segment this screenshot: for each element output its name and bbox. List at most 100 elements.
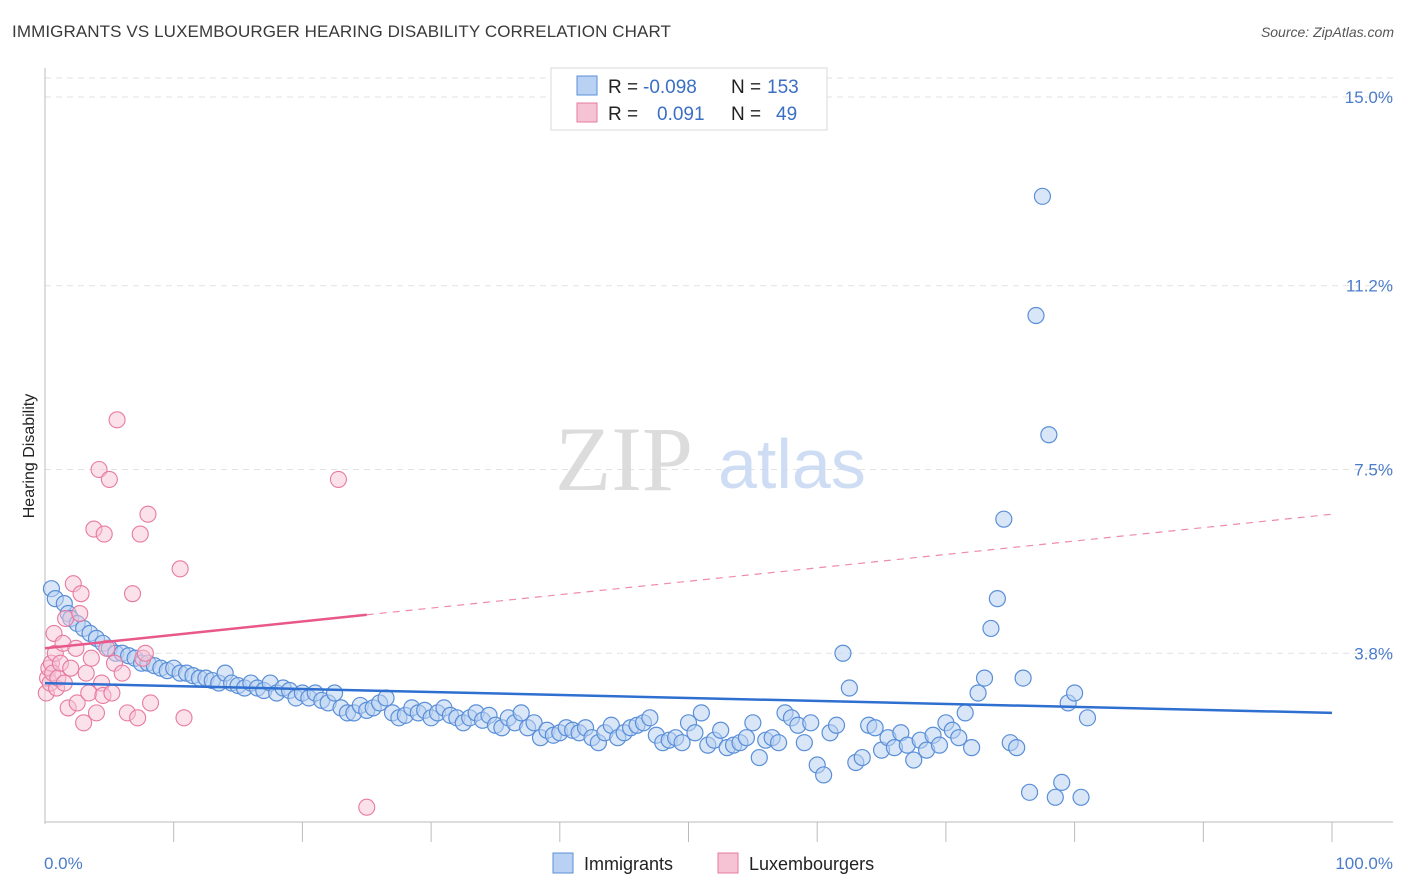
- immigrants-point-119: [802, 714, 820, 732]
- immigrants-point-125: [840, 679, 858, 697]
- luxembourgers-point-40: [131, 525, 149, 543]
- immigrants-point-149: [995, 510, 1013, 528]
- immigrants-point-127: [853, 748, 871, 767]
- immigrants-point-45: [325, 684, 344, 702]
- legend-n-value-1: 153: [767, 77, 799, 98]
- immigrants-point-162: [1078, 709, 1097, 727]
- immigrants-point-76: [525, 714, 543, 732]
- luxembourgers-point-27: [90, 460, 108, 479]
- legend-r-value-2: 0.091: [657, 104, 705, 125]
- immigrants-point-158: [1053, 773, 1071, 792]
- luxembourgers-point-42: [136, 644, 154, 662]
- legend-n-label-1: N =: [731, 77, 761, 98]
- immigrants-point-129: [866, 719, 884, 737]
- grid-lines: [45, 77, 1393, 654]
- immigrants-point-118: [795, 734, 813, 752]
- luxembourgers-point-43: [139, 505, 157, 523]
- luxembourgers-point-17: [67, 639, 85, 657]
- immigrants-point-147: [982, 619, 1000, 638]
- luxembourgers-point-45: [171, 560, 189, 578]
- legend-swatch-immigrants: [576, 75, 598, 96]
- luxembourgers-trend-line-solid: [44, 613, 367, 650]
- luxembourgers-point-31: [98, 639, 116, 657]
- watermark-zip: ZIP: [555, 408, 693, 510]
- immigrants-point-148: [988, 590, 1006, 608]
- luxembourgers-point-38: [123, 585, 142, 603]
- trend-lines: [44, 513, 1333, 715]
- luxembourgers-points: [37, 411, 376, 816]
- immigrants-point-105: [712, 721, 730, 739]
- immigrants-point-145: [969, 684, 987, 702]
- luxembourgers-point-26: [87, 704, 106, 722]
- immigrants-point-74: [512, 704, 530, 722]
- luxembourgers-point-35: [108, 411, 126, 429]
- luxembourgers-point-20: [72, 585, 90, 603]
- immigrants-point-101: [686, 724, 704, 742]
- immigrants-point-156: [1040, 426, 1058, 444]
- immigrants-point-109: [737, 729, 756, 747]
- luxembourgers-point-22: [77, 664, 95, 682]
- immigrants-point-121: [815, 766, 833, 784]
- y-tick-label-3: 15.0%: [1345, 88, 1393, 107]
- source-credit: Source: ZipAtlas.com: [1260, 24, 1394, 40]
- legend-r-label-1: R =: [608, 77, 638, 98]
- immigrants-point-153: [1020, 783, 1039, 801]
- immigrants-point-123: [827, 716, 846, 734]
- immigrants-point-94: [641, 709, 659, 727]
- immigrants-point-99: [673, 734, 691, 752]
- luxembourgers-trend-line-dashed: [366, 513, 1333, 616]
- x-tick-label-0: 0.0%: [44, 854, 83, 873]
- x-tick-labels: 0.0% 100.0%: [44, 854, 1393, 873]
- chart-title: IMMIGRANTS VS LUXEMBOURGER HEARING DISAB…: [12, 22, 672, 41]
- immigrants-point-157: [1046, 788, 1064, 806]
- luxembourgers-point-18: [68, 694, 86, 712]
- luxembourgers-point-13: [57, 609, 75, 628]
- luxembourgers-point-36: [113, 664, 131, 682]
- luxembourgers-point-30: [95, 525, 113, 543]
- immigrants-point-152: [1014, 669, 1032, 687]
- immigrants-point-151: [1008, 739, 1026, 757]
- immigrants-point-110: [744, 714, 762, 732]
- immigrants-point-142: [950, 729, 968, 747]
- immigrants-point-146: [975, 669, 994, 687]
- immigrants-points: [42, 187, 1097, 806]
- watermark: ZIP atlas: [555, 408, 866, 510]
- luxembourgers-point-15: [62, 659, 80, 677]
- y-tick-label-2: 11.2%: [1346, 277, 1393, 296]
- immigrants-point-144: [963, 739, 981, 757]
- luxembourgers-point-48: [358, 798, 376, 816]
- immigrants-point-160: [1065, 684, 1084, 702]
- y-tick-labels: 3.8% 7.5% 11.2% 15.0%: [1345, 88, 1393, 663]
- bottom-legend: Immigrants Luxembourgers: [552, 852, 874, 874]
- luxembourgers-point-44: [141, 694, 160, 712]
- bottom-legend-swatch-immigrants: [552, 852, 574, 874]
- immigrants-trend-line: [44, 681, 1333, 715]
- watermark-atlas: atlas: [718, 425, 866, 503]
- luxembourgers-point-21: [75, 714, 93, 732]
- immigrants-point-124: [834, 644, 852, 662]
- legend-r-value-1: -0.098: [643, 77, 697, 98]
- immigrants-point-161: [1072, 788, 1090, 806]
- immigrants-point-139: [930, 736, 949, 754]
- bottom-legend-luxembourgers: Luxembourgers: [749, 854, 874, 874]
- y-tick-label-1: 7.5%: [1354, 461, 1393, 480]
- luxembourgers-point-33: [103, 684, 121, 702]
- immigrants-point-143: [956, 704, 974, 722]
- legend-r-label-2: R =: [608, 104, 638, 125]
- luxembourgers-point-24: [82, 649, 100, 667]
- legend-n-value-2: 49: [776, 104, 797, 125]
- bottom-legend-immigrants: Immigrants: [584, 854, 673, 874]
- legend: R = -0.098 N = 153 R = 0.091 N = 49: [550, 67, 828, 131]
- x-tick-label-1: 100.0%: [1335, 854, 1393, 873]
- immigrants-point-111: [750, 748, 768, 767]
- immigrants-point-135: [905, 751, 923, 769]
- immigrants-point-53: [377, 689, 395, 707]
- immigrants-point-155: [1033, 187, 1052, 205]
- immigrants-point-114: [769, 734, 788, 752]
- bottom-legend-swatch-luxembourgers: [717, 852, 739, 874]
- luxembourgers-point-46: [175, 709, 193, 727]
- y-axis-label: Hearing Disability: [21, 394, 38, 519]
- immigrants-point-154: [1027, 306, 1045, 325]
- luxembourgers-point-32: [100, 470, 118, 488]
